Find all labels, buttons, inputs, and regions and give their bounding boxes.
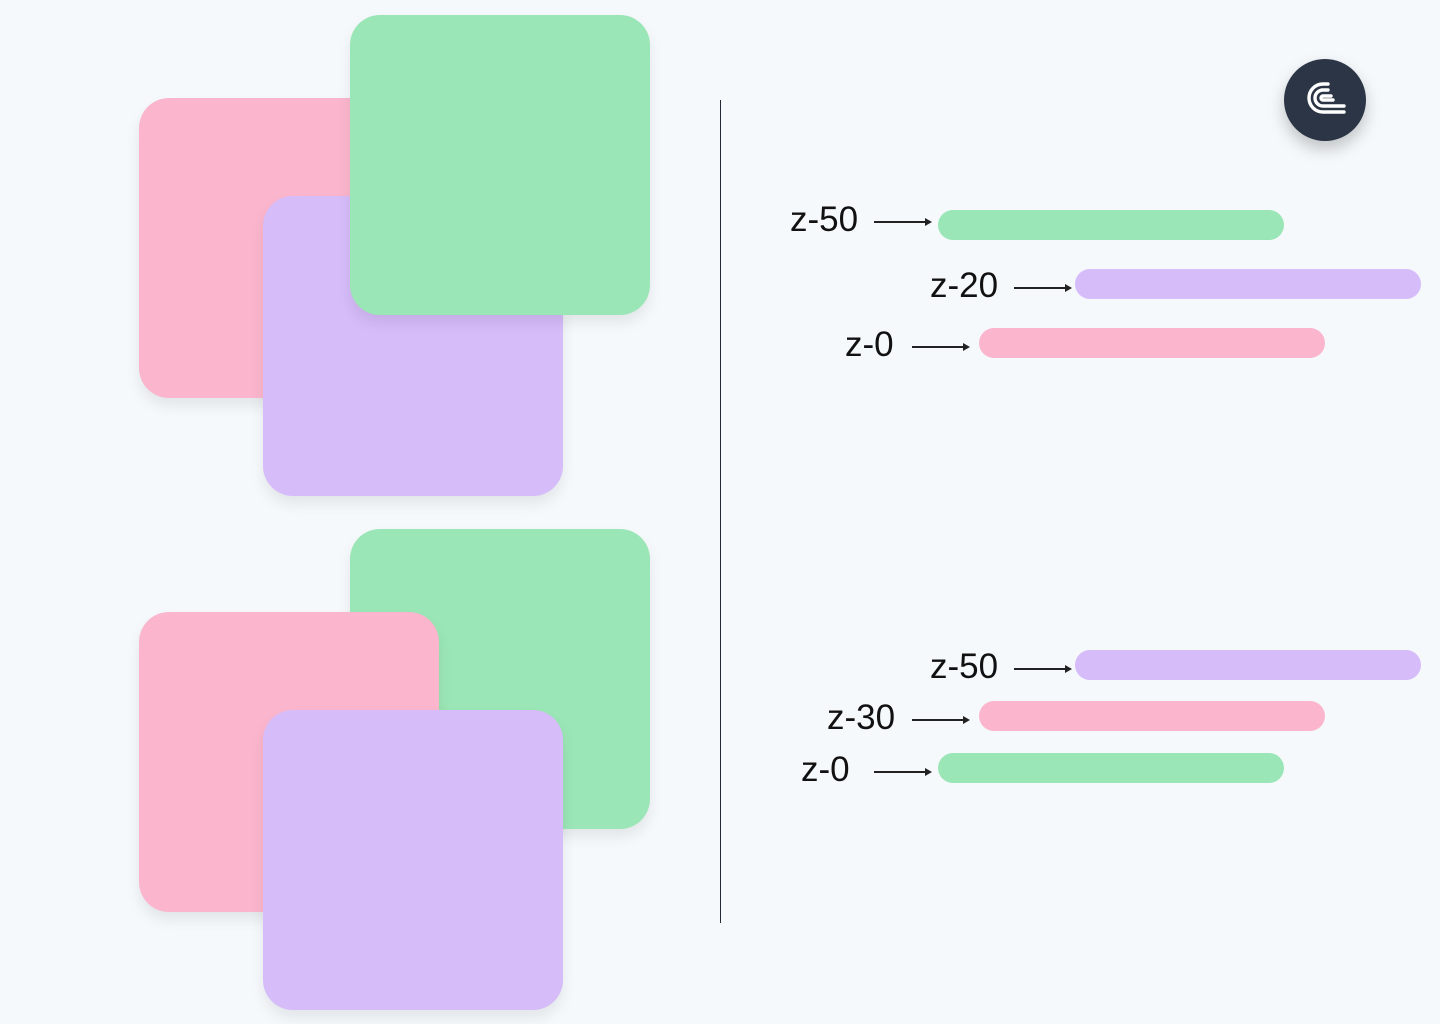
vertical-divider (720, 100, 721, 923)
arrow-head-icon (963, 716, 970, 724)
arrow-head-icon (1065, 284, 1072, 292)
arrow-head-icon (963, 343, 970, 351)
brand-logo-mark (1307, 82, 1346, 114)
brand-logo-icon (1284, 59, 1366, 141)
bottom-legend-label-3: z-0 (801, 750, 850, 789)
top-legend-arrow-1 (874, 217, 932, 227)
bottom-legend-arrow-2 (912, 715, 970, 725)
top-legend-arrow-2 (1014, 283, 1072, 293)
bottom-legend-bar-1 (1075, 650, 1421, 680)
bottom-legend-bar-3 (938, 753, 1284, 783)
top-legend-label-3: z-0 (845, 325, 894, 364)
top-legend-label-1: z-50 (790, 200, 859, 239)
arrow-head-icon (1065, 665, 1072, 673)
bottom-legend-arrow-1 (1014, 664, 1072, 674)
bottom-purple-square (263, 710, 563, 1010)
top-legend-label-2: z-20 (930, 266, 999, 305)
bottom-legend-bar-2 (979, 701, 1325, 731)
top-green-square (350, 15, 650, 315)
bottom-legend-label-2: z-30 (827, 698, 896, 737)
bottom-legend-label-1: z-50 (930, 647, 999, 686)
arrow-head-icon (925, 768, 932, 776)
top-legend-bar-3 (979, 328, 1325, 358)
top-legend-arrow-3 (912, 342, 970, 352)
top-legend-bar-2 (1075, 269, 1421, 299)
arrow-head-icon (925, 218, 932, 226)
bottom-legend-arrow-3 (874, 767, 932, 777)
top-legend-bar-1 (938, 210, 1284, 240)
